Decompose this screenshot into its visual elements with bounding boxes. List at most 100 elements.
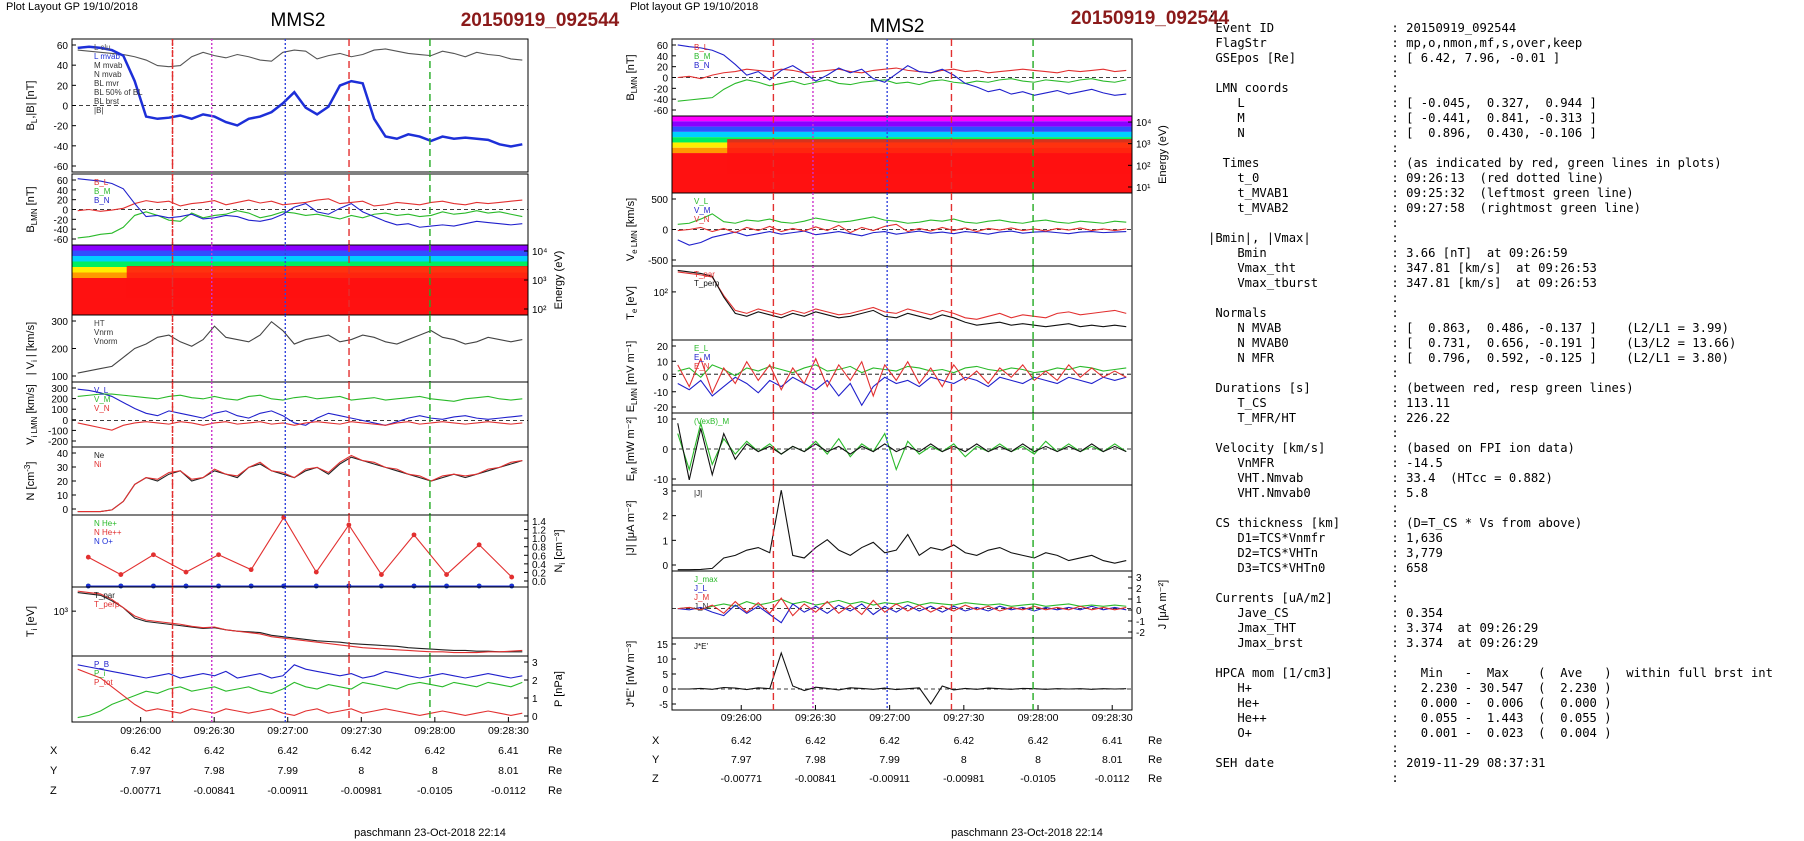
y-tick-label: 1.0: [532, 534, 546, 545]
y-axis-label: BLMN [nT]: [625, 54, 639, 100]
series-line-j-n: [677, 597, 1127, 617]
series-marker: [313, 583, 319, 589]
info-line: Currents [uA/m2] :: [1208, 591, 1399, 605]
series-marker: [313, 569, 319, 575]
y-tick-label: 0.6: [532, 551, 546, 562]
y-tick-label: -40: [54, 142, 69, 153]
orbit-value: 6.42: [805, 735, 826, 747]
panel-frame: [671, 38, 1133, 117]
y-tick-label: -40: [654, 95, 669, 106]
orbit-unit: Re: [1148, 735, 1162, 747]
legend-entry: (VexB)_M: [694, 417, 729, 426]
series-line-bl-brst: [77, 45, 523, 148]
legend-entry: BL mvr: [94, 79, 119, 88]
y-axis-label-main: E: [625, 474, 637, 481]
orbit-value: 6.42: [879, 735, 900, 747]
legend-entry: V_M: [694, 206, 711, 215]
series-line-v-l: [77, 388, 523, 426]
y-axis-label-main: B: [625, 93, 637, 100]
event-title: 20150919_092544: [1071, 8, 1230, 29]
series-marker: [379, 583, 384, 589]
series-line-b-n: [77, 210, 523, 239]
spectrogram-band: [672, 131, 1132, 138]
y-tick-label: 1: [532, 694, 538, 705]
y-axis-label: J*E' [nW m⁻³]: [625, 641, 637, 708]
info-line: He+ : 0.000 - 0.006 ( 0.000 ): [1208, 696, 1612, 710]
y-tick-label: 40: [57, 61, 69, 72]
y-tick-label: 20: [57, 196, 69, 207]
y-axis-label: Energy (eV): [553, 251, 565, 310]
y-axis-label-main: J [μA m⁻²]: [1157, 580, 1169, 629]
legend-entry: E_M: [694, 353, 711, 362]
x-tick-label: 09:28:00: [1018, 712, 1059, 724]
y-tick-label: 2: [532, 676, 538, 687]
y-tick-label: 60: [657, 41, 669, 52]
orbit-value: -0.0112: [1095, 773, 1130, 785]
info-line: Durations [s] : (between red, resp green…: [1208, 381, 1634, 395]
series-line-v-l: [677, 230, 1127, 246]
orbit-value: 8: [432, 765, 438, 777]
series-marker: [476, 542, 482, 548]
panel-frame: [671, 265, 1133, 341]
orbit-value: 6.41: [1102, 735, 1123, 747]
figure-header-left: Plot Layout GP 19/10/2018: [6, 1, 138, 13]
info-line: :: [1208, 651, 1399, 665]
y-tick-label: 10³: [532, 276, 547, 287]
x-tick-label: 09:26:00: [120, 725, 161, 737]
panel-frame: [71, 655, 529, 723]
y-tick-label: 40: [57, 186, 69, 197]
y-tick-label: -20: [54, 122, 69, 133]
y-tick-label: -10: [654, 475, 669, 486]
series-marker: [151, 583, 156, 589]
y-tick-label: -500: [648, 256, 668, 267]
legend-entry: BL brst: [94, 97, 120, 106]
info-line: |Bmin|, |Vmax| :: [1208, 231, 1399, 245]
panel-frame: [71, 314, 529, 383]
orbit-value: -0.00981: [341, 785, 383, 797]
x-tick-label: 09:26:00: [721, 712, 762, 724]
orbit-value: 7.98: [805, 754, 826, 766]
y-axis-label-main: J*E' [nW m⁻³]: [625, 641, 637, 708]
x-tick-label: 09:27:30: [943, 712, 984, 724]
orbit-value: -0.0105: [1020, 773, 1056, 785]
series-line-v-m: [677, 213, 1127, 225]
y-axis-label: |J| [μA m⁻²]: [625, 500, 637, 555]
y-tick-label: -20: [654, 403, 669, 414]
panel-frame: [671, 637, 1133, 711]
orbit-unit: Re: [1148, 754, 1162, 766]
y-tick-label: 40: [57, 449, 69, 460]
info-line: VHT.Nmvab : 33.4 (HTcc = 0.882): [1208, 471, 1553, 485]
orbit-value: 8: [961, 754, 967, 766]
info-line: GSEpos [Re] : [ 6.42, 7.96, -0.01 ]: [1208, 51, 1561, 65]
orbit-value: 7.97: [731, 754, 752, 766]
panel-p: 3 2 1 0 P [nPa] P_BP_iP_tot: [71, 655, 565, 723]
series-marker: [183, 583, 189, 589]
y-axis-label-post: [nT]: [625, 54, 637, 76]
y-tick-label: -20: [654, 84, 669, 95]
info-line: VnMFR : -14.5: [1208, 456, 1443, 470]
orbit-row-label: Y: [652, 754, 660, 766]
orbit-row-label: X: [50, 745, 58, 757]
series-marker: [151, 552, 156, 558]
legend-entry: P_tot: [94, 678, 113, 687]
y-tick-label: -1: [1136, 617, 1145, 628]
legend-entry: L mvab: [94, 52, 120, 61]
y-axis-label-main: T: [25, 630, 37, 637]
orbit-value: 8: [358, 765, 364, 777]
y-tick-label: 0: [662, 445, 668, 456]
y-tick-label: 40: [657, 52, 669, 63]
y-axis-label-main: | V: [25, 361, 37, 375]
y-tick-label: 60: [57, 41, 69, 52]
y-tick-label: -5: [659, 700, 668, 711]
y-tick-label: -2: [1136, 628, 1145, 639]
y-tick-label: 10: [657, 415, 669, 426]
series-line-e-m: [677, 364, 1127, 379]
y-tick-label: 500: [651, 195, 668, 206]
orbit-value: 6.42: [731, 735, 752, 747]
series-line-t-perp: [77, 591, 523, 653]
y-axis-label-post: | [km/s]: [25, 322, 37, 360]
legend-entry: E_L: [694, 344, 709, 353]
